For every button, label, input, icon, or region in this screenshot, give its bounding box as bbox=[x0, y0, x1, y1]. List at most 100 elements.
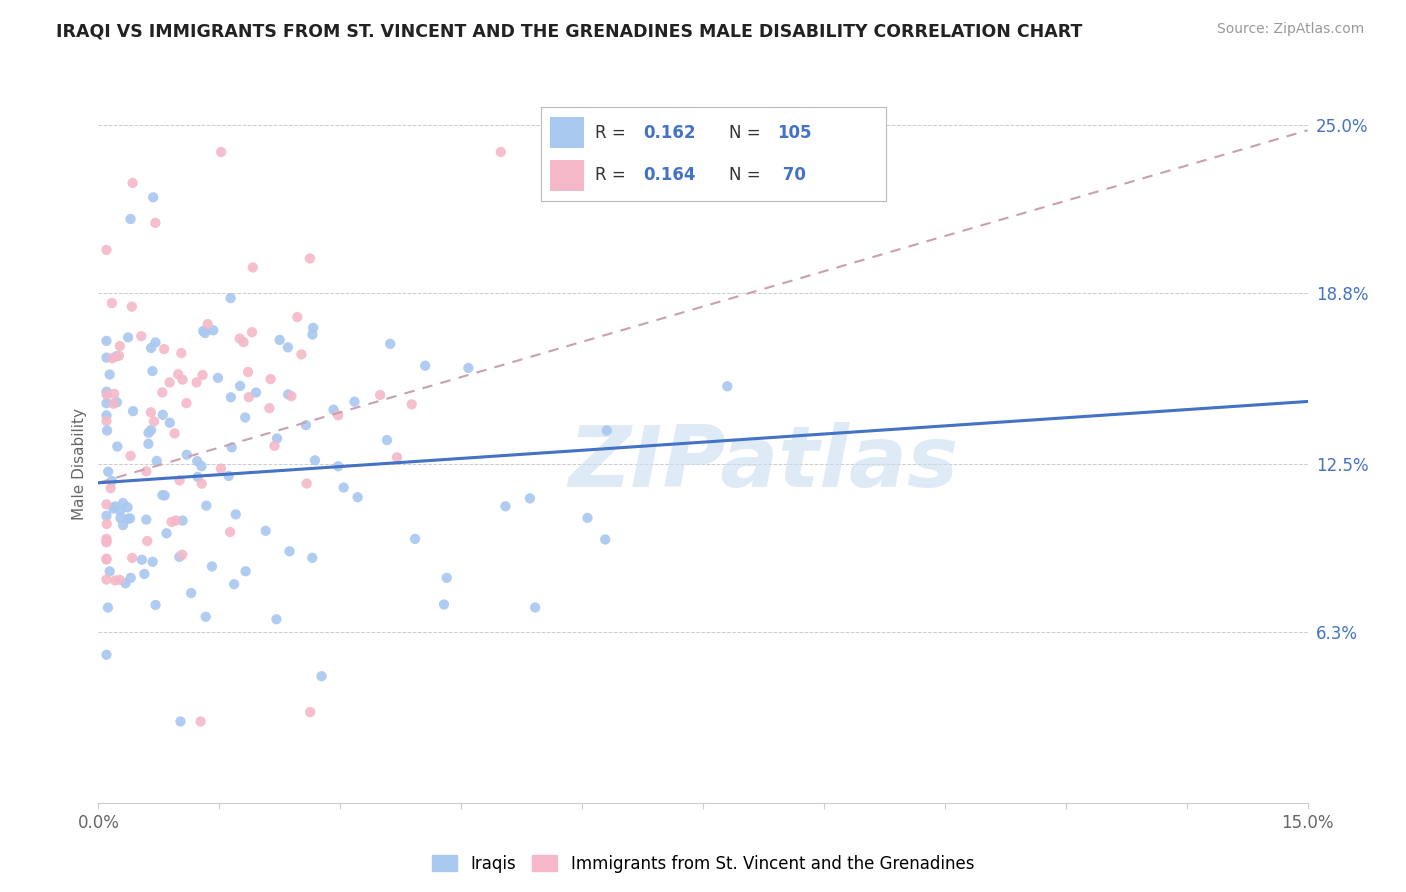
Point bbox=[280, 389, 302, 403]
Point bbox=[176, 396, 198, 410]
Point bbox=[105, 440, 128, 454]
Point bbox=[232, 335, 254, 350]
Point bbox=[576, 511, 599, 525]
Point bbox=[494, 500, 516, 514]
Point bbox=[225, 508, 247, 522]
Text: IRAQI VS IMMIGRANTS FROM ST. VINCENT AND THE GRENADINES MALE DISABILITY CORRELAT: IRAQI VS IMMIGRANTS FROM ST. VINCENT AND… bbox=[56, 22, 1083, 40]
Point bbox=[254, 524, 277, 538]
Point bbox=[108, 349, 131, 363]
Point bbox=[242, 260, 264, 275]
Point bbox=[285, 310, 308, 325]
Point bbox=[519, 491, 541, 506]
Point bbox=[401, 397, 423, 411]
Point bbox=[193, 324, 215, 338]
Point bbox=[96, 573, 118, 587]
Point bbox=[108, 573, 131, 587]
Point bbox=[114, 576, 136, 591]
Point bbox=[104, 574, 127, 588]
Point bbox=[120, 571, 142, 585]
Text: R =: R = bbox=[595, 124, 631, 142]
Text: 0.164: 0.164 bbox=[643, 166, 696, 184]
Point bbox=[301, 550, 323, 565]
Point bbox=[209, 145, 232, 159]
Point bbox=[304, 453, 326, 467]
Point bbox=[145, 454, 167, 468]
Point bbox=[96, 534, 118, 549]
Point bbox=[155, 526, 177, 541]
Point bbox=[263, 439, 285, 453]
Point bbox=[278, 544, 301, 558]
Point bbox=[194, 326, 217, 340]
Point bbox=[117, 500, 139, 515]
Point bbox=[136, 534, 159, 549]
Point bbox=[219, 291, 242, 305]
Point bbox=[295, 476, 318, 491]
Point bbox=[103, 387, 125, 401]
Text: 0.162: 0.162 bbox=[643, 124, 696, 142]
Point bbox=[121, 300, 143, 314]
Text: Source: ZipAtlas.com: Source: ZipAtlas.com bbox=[1216, 22, 1364, 37]
Point bbox=[322, 402, 344, 417]
Point bbox=[141, 364, 163, 378]
Bar bbox=[550, 161, 585, 191]
Point bbox=[245, 385, 267, 400]
Point bbox=[101, 351, 124, 366]
Point bbox=[404, 532, 426, 546]
Point bbox=[152, 488, 174, 502]
Point bbox=[202, 323, 225, 337]
Point bbox=[436, 571, 458, 585]
Point bbox=[489, 145, 512, 159]
Point bbox=[103, 397, 125, 411]
Point bbox=[112, 518, 135, 533]
Point bbox=[97, 465, 120, 479]
Point bbox=[96, 409, 118, 423]
Point bbox=[201, 559, 224, 574]
Point bbox=[96, 552, 118, 566]
Text: R =: R = bbox=[595, 166, 631, 184]
Point bbox=[169, 714, 191, 729]
Point bbox=[238, 390, 260, 404]
Point bbox=[176, 448, 198, 462]
Point bbox=[163, 426, 186, 441]
Point bbox=[343, 394, 366, 409]
Point bbox=[375, 433, 398, 447]
Point bbox=[160, 515, 183, 529]
Point bbox=[101, 296, 124, 310]
Point bbox=[229, 332, 252, 346]
Point bbox=[98, 368, 121, 382]
Point bbox=[96, 388, 118, 402]
Point bbox=[110, 504, 132, 518]
Point bbox=[159, 416, 181, 430]
Point bbox=[328, 459, 350, 474]
Point bbox=[165, 513, 187, 527]
Point bbox=[129, 329, 152, 343]
Point bbox=[96, 648, 118, 662]
Point bbox=[301, 327, 323, 342]
Point bbox=[153, 342, 176, 356]
Point bbox=[120, 449, 142, 463]
Point bbox=[169, 474, 191, 488]
Point bbox=[259, 372, 281, 386]
Point bbox=[385, 450, 408, 465]
Point bbox=[98, 565, 121, 579]
Point bbox=[593, 533, 616, 547]
Point bbox=[295, 418, 318, 433]
Point bbox=[299, 705, 322, 719]
Point bbox=[96, 351, 118, 365]
Point bbox=[269, 333, 291, 347]
Point bbox=[153, 488, 176, 502]
Point bbox=[413, 359, 436, 373]
Legend: Iraqis, Immigrants from St. Vincent and the Grenadines: Iraqis, Immigrants from St. Vincent and … bbox=[425, 848, 981, 880]
Point bbox=[235, 564, 257, 578]
Point bbox=[142, 555, 165, 569]
Point bbox=[108, 339, 131, 353]
Point bbox=[266, 431, 288, 445]
Point bbox=[167, 368, 190, 382]
Point bbox=[346, 490, 368, 504]
Point bbox=[135, 513, 157, 527]
Point bbox=[311, 669, 333, 683]
Point bbox=[596, 424, 619, 438]
Point bbox=[277, 340, 299, 354]
Point bbox=[96, 497, 118, 511]
Point bbox=[121, 550, 143, 565]
